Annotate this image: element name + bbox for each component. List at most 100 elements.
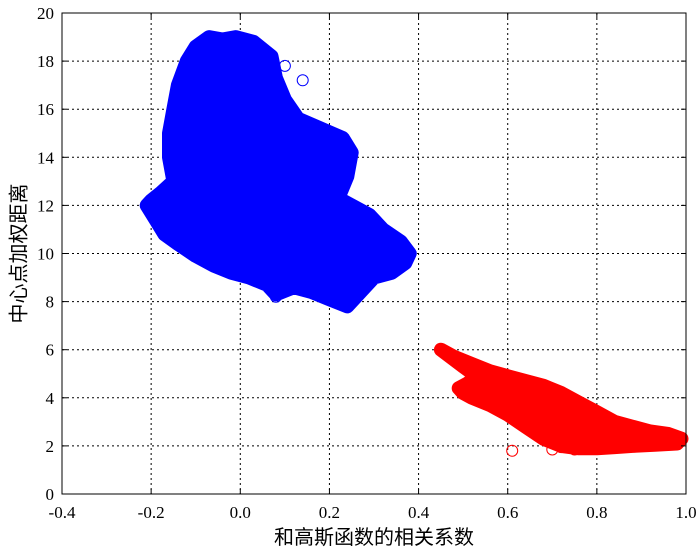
x-tick-label: 0.6 — [497, 503, 518, 522]
cluster-fill-1 — [139, 30, 417, 314]
data-point-series-2 — [537, 379, 550, 392]
data-point-series-1 — [203, 31, 216, 44]
data-point-series-1 — [189, 249, 202, 262]
data-point-series-2 — [626, 420, 639, 433]
data-point-series-1 — [158, 228, 171, 241]
data-point-series-1 — [336, 132, 349, 145]
data-point-series-2 — [506, 444, 519, 457]
data-point-series-2 — [590, 442, 603, 455]
y-tick-label: 18 — [37, 52, 54, 71]
data-point-series-1 — [301, 175, 314, 188]
y-tick-label: 14 — [37, 148, 55, 167]
data-point-series-1 — [269, 71, 282, 84]
data-point-series-2 — [470, 370, 483, 383]
data-point-series-1 — [332, 192, 345, 205]
data-point-series-1 — [140, 199, 153, 212]
data-point-series-1 — [189, 40, 202, 53]
data-point-series-1 — [167, 103, 180, 116]
y-axis-title: 中心点加权距离 — [8, 184, 31, 324]
data-point-series-2 — [648, 438, 661, 451]
data-point-series-1 — [323, 293, 336, 306]
data-point-series-1 — [225, 266, 238, 279]
data-point-series-2 — [644, 425, 657, 438]
y-tick-label: 12 — [37, 196, 54, 215]
data-point-series-2 — [657, 432, 670, 445]
data-point-series-2 — [599, 425, 612, 438]
data-point-series-1 — [296, 74, 309, 87]
data-point-series-2 — [501, 408, 514, 421]
data-point-series-2 — [555, 441, 568, 454]
data-point-series-2 — [617, 430, 630, 443]
data-point-series-1 — [229, 31, 242, 44]
data-point-series-2 — [519, 375, 532, 387]
data-point-series-1 — [198, 151, 211, 164]
data-point-series-1 — [265, 50, 278, 63]
data-point-series-2 — [519, 420, 532, 433]
x-tick-label: -0.2 — [138, 503, 165, 522]
data-point-series-2 — [555, 387, 568, 399]
data-point-series-1 — [341, 170, 354, 183]
data-point-series-1 — [363, 209, 376, 221]
data-point-series-1 — [385, 266, 398, 279]
data-point-series-1 — [154, 187, 167, 200]
axis-ticks — [61, 12, 687, 495]
data-point-series-1 — [345, 146, 358, 159]
data-point-series-1 — [354, 286, 367, 298]
data-point-series-2 — [581, 418, 594, 431]
data-point-series-2 — [568, 443, 581, 456]
x-axis-title: 和高斯函数的相关系数 — [274, 526, 474, 549]
data-point-series-1 — [323, 235, 336, 248]
x-tick-label: 0.4 — [408, 503, 430, 522]
data-point-series-1 — [234, 257, 247, 270]
x-tick-label: 0.0 — [230, 503, 251, 522]
data-point-series-2 — [483, 365, 496, 378]
data-point-series-1 — [261, 151, 273, 164]
data-point-series-2 — [457, 360, 470, 373]
data-point-series-1 — [305, 286, 318, 298]
y-tick-label: 10 — [37, 245, 54, 264]
x-tick-label: 0.8 — [586, 503, 607, 522]
y-tick-label: 2 — [46, 437, 55, 456]
data-point-series-1 — [207, 187, 220, 200]
data-point-series-2 — [590, 406, 603, 419]
data-point-series-1 — [212, 235, 224, 248]
x-tick-label: 1.0 — [675, 503, 696, 522]
x-tick-label: 0.2 — [319, 503, 340, 522]
data-point-series-1 — [247, 35, 260, 48]
data-point-series-1 — [180, 55, 193, 68]
data-point-series-2 — [608, 441, 621, 454]
data-point-series-2 — [483, 399, 496, 411]
data-point-series-2 — [537, 432, 550, 445]
x-tick-label: -0.4 — [49, 503, 76, 522]
data-point-series-1 — [376, 223, 389, 236]
data-point-series-1 — [207, 259, 220, 272]
data-point-series-2 — [671, 437, 684, 450]
data-point-series-2 — [573, 442, 585, 455]
data-point-series-2 — [510, 382, 523, 395]
data-point-series-2 — [483, 379, 496, 392]
data-point-series-1 — [345, 199, 358, 212]
y-tick-label: 0 — [46, 485, 55, 504]
data-point-series-2 — [546, 401, 559, 414]
y-tick-label: 4 — [46, 389, 55, 408]
data-point-series-1 — [167, 175, 180, 188]
data-point-series-1 — [269, 290, 282, 303]
data-point-series-1 — [163, 151, 175, 164]
data-point-series-2 — [626, 439, 639, 452]
tick-labels: -0.4 -0.2 0.0 0.2 0.4 0.6 0.8 1.0 0 2 4 6 8 10 12 14 16 1… — [37, 4, 697, 522]
data-point-series-2 — [448, 350, 461, 363]
data-point-series-2 — [662, 427, 675, 440]
data-point-series-1 — [216, 33, 229, 46]
data-point-series-2 — [528, 394, 541, 407]
data-point-series-1 — [359, 247, 372, 260]
data-point-series-1 — [212, 115, 224, 128]
data-point-series-1 — [278, 199, 291, 212]
data-point-series-1 — [341, 300, 354, 313]
data-point-series-1 — [180, 211, 193, 224]
data-point-series-1 — [149, 213, 162, 226]
data-point-series-2 — [466, 358, 479, 371]
data-point-series-2 — [546, 443, 559, 456]
data-point-series-1 — [256, 223, 269, 236]
